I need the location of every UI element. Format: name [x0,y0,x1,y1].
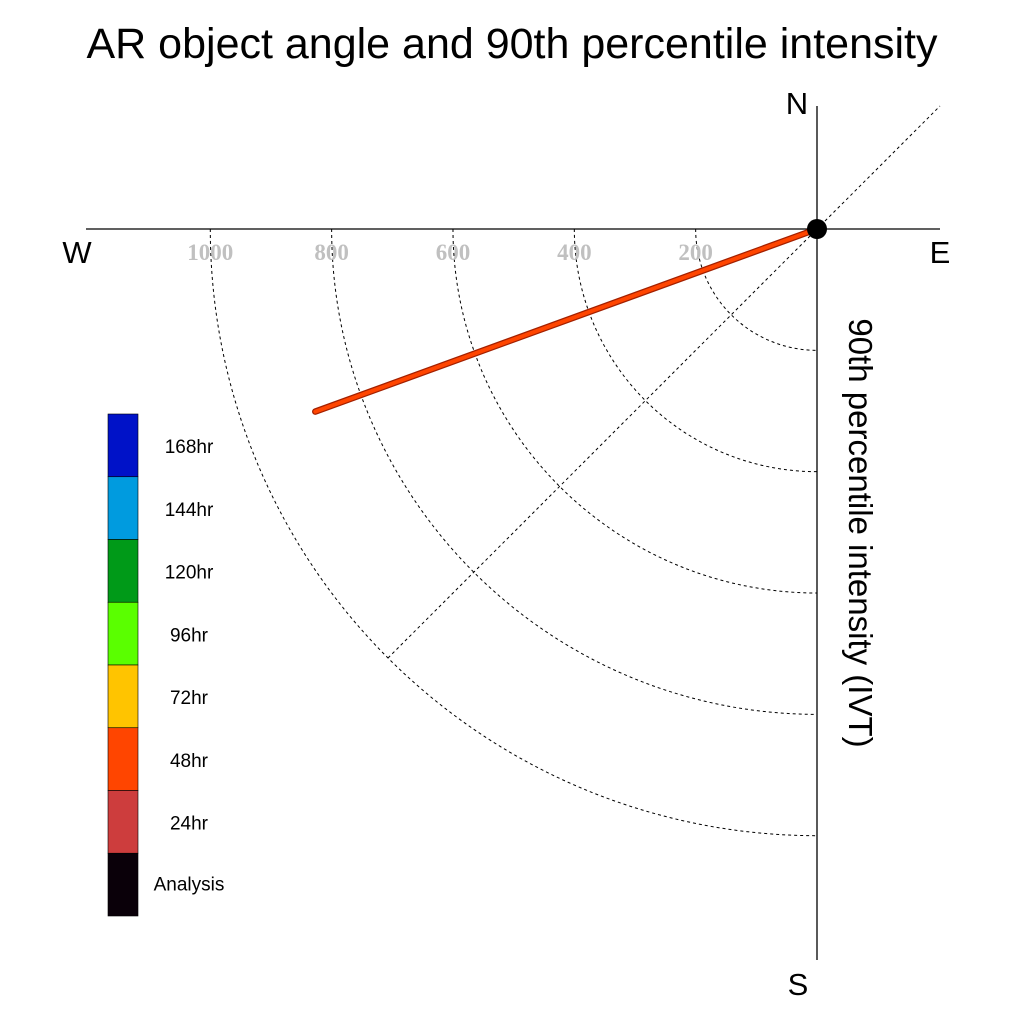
label-north: N [786,86,808,121]
tick-label-1000: 1000 [187,240,233,265]
arc-800 [331,228,818,715]
series [312,225,821,415]
legend-swatch-144hr [107,476,139,540]
tick-label-200: 200 [678,240,713,265]
legend-label-144hr: 144hr [165,500,214,521]
axes [86,106,940,960]
legend-label-96hr: 96hr [170,625,209,646]
arc-200 [695,228,818,351]
tick-label-600: 600 [436,240,471,265]
legend-label-24hr: 24hr [170,814,209,835]
label-east: E [930,235,951,270]
tick-label-400: 400 [557,240,592,265]
legend-label-168hr: 168hr [165,437,214,458]
chart-title: AR object angle and 90th percentile inte… [87,20,938,68]
legend: 168hr 144hr 120hr 96hr 72hr 48hr 24hr Analysis [107,413,225,917]
legend-swatch-72hr [107,664,139,729]
legend-swatch-24hr [107,790,139,854]
arc-600 [452,228,818,594]
grid [209,105,941,837]
radial-tick-labels: 200 400 600 800 1000 [187,240,713,265]
series-line-48hr [313,227,819,414]
legend-swatch-96hr [107,601,139,666]
label-south: S [788,967,809,1002]
legend-label-48hr: 48hr [170,751,209,772]
legend-swatch-168hr [107,413,139,478]
legend-label-72hr: 72hr [170,688,209,709]
legend-swatch-48hr [107,727,139,791]
reference-diagonal [387,105,941,659]
legend-label-analysis: Analysis [154,874,225,895]
label-west: W [62,235,92,270]
origin-marker [807,219,827,239]
tick-label-800: 800 [314,240,349,265]
y-axis-label: 90th percentile intensity (IVT) [842,318,879,747]
arc-400 [573,228,818,473]
legend-swatch-analysis [107,852,139,917]
direction-labels: N S E W [62,86,950,1002]
legend-swatch-120hr [107,539,139,603]
legend-label-120hr: 120hr [165,563,214,584]
